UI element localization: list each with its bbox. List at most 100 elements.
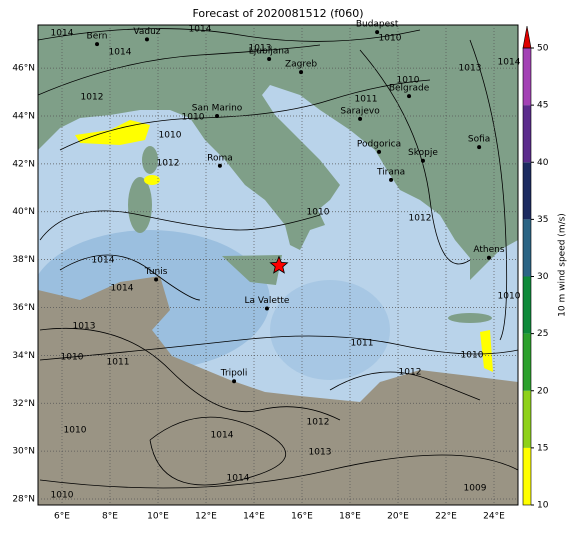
city-dot [232, 379, 237, 384]
colorbar-segment [523, 447, 531, 505]
colorbar-tick-label: 30 [537, 272, 549, 282]
colorbar-segment [523, 105, 531, 163]
isobar-label: 1013 [309, 448, 332, 458]
colorbar-tick-label: 45 [537, 101, 548, 111]
city-dot [264, 306, 269, 311]
city-label: Sarajevo [340, 106, 380, 116]
city-dot [477, 145, 482, 150]
colorbar-tick-label: 20 [537, 386, 549, 396]
isobar-label: 1014 [498, 58, 521, 68]
city-dot [144, 37, 149, 42]
colorbar-tick-label: 40 [537, 158, 549, 168]
isobar-label: 1010 [461, 351, 484, 361]
isobar-label: 1012 [307, 418, 330, 428]
city-dot [267, 56, 272, 61]
city-dot [358, 116, 363, 121]
city-dot [407, 94, 412, 99]
city-label: Belgrade [389, 84, 430, 94]
city-dot [154, 277, 159, 282]
city-label: Athens [473, 245, 504, 255]
y-tick-label: 42°N [12, 159, 35, 169]
isobar-label: 1014 [189, 25, 212, 35]
isobar-label: 1010 [159, 131, 182, 141]
city-label: Vaduz [133, 27, 160, 37]
city-label: Skopje [408, 148, 438, 158]
isobar-label: 1012 [81, 93, 104, 103]
basemap [38, 25, 518, 505]
isobar-label: 1013 [73, 322, 96, 332]
isobar-label: 1012 [409, 214, 432, 224]
title: Forecast of 2020081512 (f060) [192, 7, 363, 20]
x-tick-label: 6°E [54, 512, 70, 522]
city-dot [299, 70, 304, 75]
isobar-label: 1010 [182, 113, 205, 123]
city-label: Tunis [144, 267, 168, 277]
city-dot [95, 42, 100, 47]
isobar-label: 1009 [464, 484, 487, 494]
city-dot [420, 158, 425, 163]
isobar-label: 1014 [227, 474, 250, 484]
isobar-label: 1011 [107, 358, 130, 368]
colorbar-segment [523, 390, 531, 448]
city-label: San Marino [192, 103, 243, 113]
y-tick-label: 40°N [12, 207, 35, 217]
isobar-label: 1014 [92, 256, 115, 266]
city-dot [375, 30, 380, 35]
isobar-label: 1012 [157, 159, 180, 169]
y-tick-label: 30°N [12, 447, 35, 457]
colorbar-segment [523, 219, 531, 277]
city-label: Tripoli [220, 369, 248, 379]
city-dot [215, 113, 220, 118]
city-dot [217, 163, 222, 168]
x-tick-label: 16°E [291, 512, 313, 522]
y-tick-label: 46°N [12, 64, 35, 74]
location-star [269, 255, 289, 274]
x-tick-label: 10°E [147, 512, 169, 522]
city-dot [486, 255, 491, 260]
city-label: Ljubljana [249, 46, 290, 56]
city-label: Podgorica [357, 139, 401, 149]
y-tick-label: 36°N [12, 303, 35, 313]
isobar-label: 1013 [249, 44, 272, 54]
isobar-label: 1014 [109, 48, 132, 58]
colorbar-segment [523, 48, 531, 106]
isobar-label: 1010 [397, 76, 420, 86]
city-dot [377, 149, 382, 154]
colorbar-label: 10 m wind speed (m/s) [558, 213, 568, 317]
isobar-label: 1010 [379, 34, 402, 44]
isobar-label: 1014 [211, 431, 234, 441]
x-tick-label: 8°E [102, 512, 118, 522]
y-tick-label: 32°N [12, 399, 35, 409]
x-tick-label: 20°E [387, 512, 409, 522]
x-tick-label: 22°E [435, 512, 457, 522]
isobar-label: 1011 [355, 95, 378, 105]
colorbar-tick-label: 10 [537, 501, 549, 511]
x-tick-label: 14°E [243, 512, 265, 522]
isobar-label: 1013 [459, 64, 482, 74]
city-label: Zagreb [285, 60, 317, 70]
colorbar-tick-label: 25 [537, 329, 548, 339]
city-label: Bern [87, 32, 108, 42]
y-tick-label: 34°N [12, 351, 35, 361]
city-label: Roma [207, 153, 233, 163]
isobar-label: 1014 [51, 29, 74, 39]
colorbar-tick-label: 50 [537, 44, 549, 54]
isobar-label: 1010 [51, 491, 74, 501]
city-dot [389, 177, 394, 182]
colorbar-segment [523, 162, 531, 220]
isobar-label: 1010 [498, 292, 521, 302]
city-label: Budapest [356, 20, 399, 30]
y-tick-label: 28°N [12, 495, 35, 505]
y-tick-label: 38°N [12, 255, 35, 265]
colorbar-segment [523, 276, 531, 334]
colorbar-extend [522, 25, 532, 49]
x-tick-label: 18°E [339, 512, 361, 522]
city-label: Sofia [468, 135, 490, 145]
isobar-label: 1010 [61, 353, 84, 363]
city-label: La Valette [244, 296, 289, 306]
city-label: Tirana [376, 167, 405, 177]
y-tick-label: 44°N [12, 111, 35, 121]
x-tick-label: 12°E [195, 512, 217, 522]
colorbar-tick-label: 15 [537, 443, 548, 453]
